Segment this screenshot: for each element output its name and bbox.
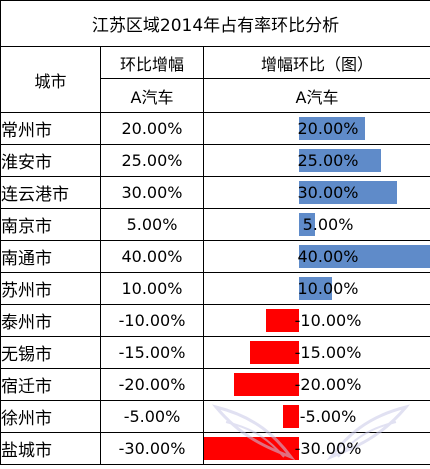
bar-value-label: -5.00% <box>299 407 357 426</box>
bar-value-label: -30.00% <box>294 439 362 458</box>
table-row: 常州市 20.00% 20.00% <box>0 112 430 145</box>
ratio-cell: 30.00% <box>100 176 204 209</box>
bar-cell: 30.00% <box>202 176 430 209</box>
table-row: 无锡市 -15.00% -15.00% <box>0 336 430 369</box>
ratio-cell: -10.00% <box>100 304 204 337</box>
table-row: 宿迁市 -20.00% -20.00% <box>0 368 430 401</box>
bar-cell: 5.00% <box>202 208 430 241</box>
bar-cell: 10.00% <box>202 272 430 305</box>
ratio-subheader: A汽车 <box>100 78 204 113</box>
negative-bar <box>233 373 299 396</box>
bar-value-label: 10.00% <box>297 279 359 298</box>
header-row: 城市 环比增幅 增幅环比（图） <box>0 46 430 113</box>
bar-value-label: -10.00% <box>294 311 362 330</box>
bar-cell: 25.00% <box>202 144 430 177</box>
bar-cell: 20.00% <box>202 112 430 145</box>
data-rows: 常州市 20.00% 20.00% 淮安市 25.00% 25.00% 连云港市 30.00%… <box>0 112 430 465</box>
bar-value-label: 20.00% <box>297 119 359 138</box>
city-cell: 淮安市 <box>0 144 101 177</box>
chart-subheader: A汽车 <box>202 78 430 113</box>
table-row: 淮安市 25.00% 25.00% <box>0 144 430 177</box>
city-cell: 常州市 <box>0 112 101 145</box>
city-cell: 徐州市 <box>0 400 101 433</box>
bar-value-label: 40.00% <box>297 247 359 266</box>
bar-cell: 40.00% <box>202 240 430 273</box>
city-cell: 苏州市 <box>0 272 101 305</box>
table-title: 江苏区域2014年占有率环比分析 <box>0 0 430 47</box>
bar-value-label: 30.00% <box>297 183 359 202</box>
table-row: 南通市 40.00% 40.00% <box>0 240 430 273</box>
ratio-cell: -20.00% <box>100 368 204 401</box>
subheader-row: A汽车 A汽车 <box>1 78 430 113</box>
city-cell: 无锡市 <box>0 336 101 369</box>
bar-cell: -20.00% <box>202 368 430 401</box>
ratio-cell: 25.00% <box>100 144 204 177</box>
negative-bar <box>266 309 299 332</box>
bar-value-label: 25.00% <box>297 151 359 170</box>
city-cell: 南通市 <box>0 240 101 273</box>
positive-bar <box>299 277 332 300</box>
table-row: 泰州市 -10.00% -10.00% <box>0 304 430 337</box>
city-cell: 南京市 <box>0 208 101 241</box>
city-cell: 盐城市 <box>0 432 101 465</box>
title-row: 江苏区域2014年占有率环比分析 <box>0 0 430 47</box>
ratio-cell: 10.00% <box>100 272 204 305</box>
ratio-cell: 20.00% <box>100 112 204 145</box>
table-row: 连云港市 30.00% 30.00% <box>0 176 430 209</box>
table-row: 苏州市 10.00% 10.00% <box>0 272 430 305</box>
bar-cell: -15.00% <box>202 336 430 369</box>
city-cell: 宿迁市 <box>0 368 101 401</box>
ratio-cell: -5.00% <box>100 400 204 433</box>
ratio-cell: 40.00% <box>100 240 204 273</box>
chart-header: 增幅环比（图） <box>202 46 430 79</box>
bar-value-label: 5.00% <box>302 215 354 234</box>
bar-cell: -10.00% <box>202 304 430 337</box>
bar-value-label: -15.00% <box>294 343 362 362</box>
positive-bar <box>299 117 365 140</box>
table-row: 盐城市 -30.00% -30.00% <box>0 432 430 465</box>
negative-bar <box>249 341 299 364</box>
positive-bar <box>299 213 316 236</box>
bar-cell: -30.00% <box>202 432 430 465</box>
city-cell: 泰州市 <box>0 304 101 337</box>
bar-value-label: -20.00% <box>294 375 362 394</box>
ratio-header: 环比增幅 <box>100 46 204 79</box>
ratio-cell: 5.00% <box>100 208 204 241</box>
ratio-cell: -30.00% <box>100 432 204 465</box>
bar-cell: -5.00% <box>202 400 430 433</box>
positive-bar <box>299 245 430 268</box>
table-row: 南京市 5.00% 5.00% <box>0 208 430 241</box>
ratio-cell: -15.00% <box>100 336 204 369</box>
table-row: 徐州市 -5.00% -5.00% <box>0 400 430 433</box>
city-header: 城市 <box>0 46 101 113</box>
positive-bar <box>299 181 398 204</box>
positive-bar <box>299 149 381 172</box>
city-cell: 连云港市 <box>0 176 101 209</box>
